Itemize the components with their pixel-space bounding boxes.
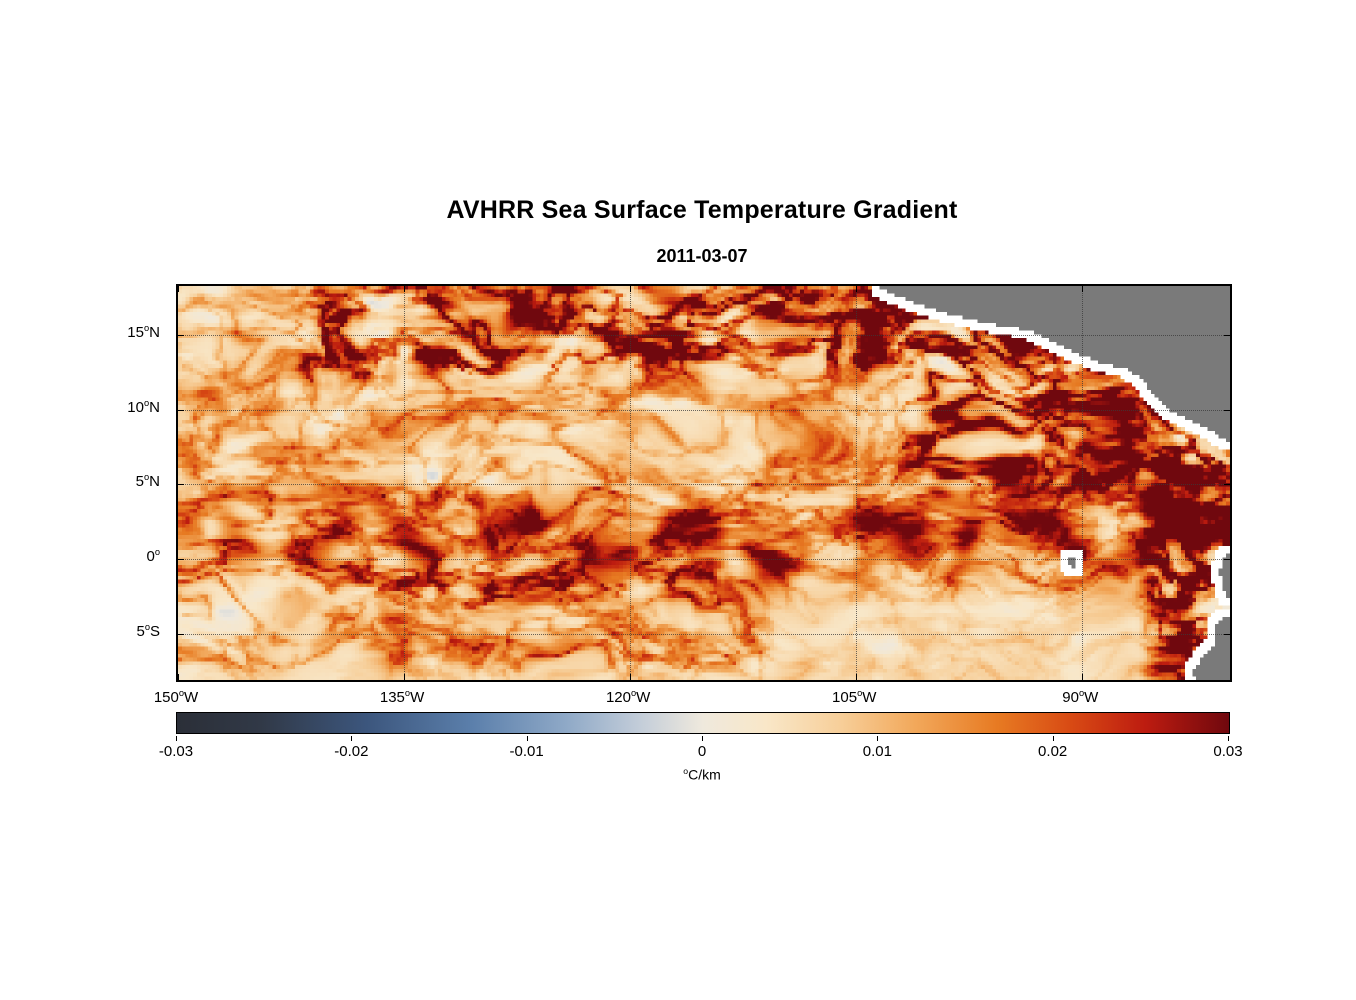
colorbar-tick-label: -0.02 [334, 743, 369, 760]
y-axis-tick-mark [1224, 484, 1230, 486]
y-axis-tick-mark [1224, 409, 1230, 411]
degree-symbol: o [154, 547, 160, 558]
x-axis-tick-mark [404, 674, 406, 680]
x-axis-labels: 150oW 135oW 120oW 105oW 90oW [154, 688, 1228, 712]
x-axis-tick-mark [856, 674, 858, 680]
degree-symbol: o [144, 621, 150, 632]
plot-date: 2011-03-07 [656, 246, 748, 266]
colorbar-tick-label: -0.01 [509, 743, 544, 760]
y-axis-tick-mark [178, 409, 184, 411]
colorbar-tick-mark [1228, 736, 1229, 741]
plot-title: AVHRR Sea Surface Temperature Gradient [446, 196, 958, 224]
y-tick-label: 15oN [127, 323, 160, 342]
x-tick-label: 150oW [153, 688, 199, 706]
map-plot-area [176, 284, 1232, 682]
x-axis-tick-mark [1082, 674, 1084, 680]
x-tick-label: 135oW [379, 688, 425, 706]
y-axis-tick-mark [178, 559, 184, 561]
degree-symbol: o [143, 397, 150, 408]
x-axis-tick-mark [630, 286, 632, 292]
degree-symbol: o [630, 688, 637, 698]
y-tick-label: 10oN [127, 397, 160, 416]
colorbar-tick-label: -0.03 [158, 743, 194, 760]
colorbar-tick-label: 0 [697, 743, 707, 760]
x-tick-label: 90oW [1062, 688, 1099, 706]
degree-symbol: o [1078, 688, 1085, 698]
sst-gradient-heatmap [178, 286, 1230, 680]
y-axis-tick-mark [178, 633, 184, 635]
colorbar-tick-label: 0.03 [1213, 743, 1243, 760]
degree-symbol: o [143, 323, 150, 334]
y-axis-tick-mark [178, 484, 184, 486]
colorbar-tick-mark [877, 736, 879, 741]
y-axis-tick-mark [178, 335, 184, 337]
colorbar-tick-mark [351, 736, 353, 741]
axis-tick-marks [178, 286, 1230, 680]
x-axis-tick-mark [630, 674, 632, 680]
y-axis-labels: 15oN 10oN 5oN 0o 5oS [0, 284, 170, 678]
x-axis-tick-mark [856, 286, 858, 292]
degree-symbol: o [143, 472, 150, 483]
x-axis-tick-mark [1082, 286, 1084, 292]
y-axis-tick-mark [1224, 335, 1230, 337]
y-tick-label: 5oS [136, 621, 160, 640]
x-axis-tick-mark [404, 286, 406, 292]
colorbar-tick-label: 0.02 [1038, 743, 1068, 760]
degree-symbol: o [404, 688, 411, 698]
degree-symbol: o [683, 766, 689, 776]
colorbar-unit-label: oC/km [683, 766, 721, 783]
colorbar-tick-mark [702, 736, 703, 741]
colorbar-tick-mark [176, 736, 177, 741]
colorbar-tick-label: 0.01 [862, 743, 892, 760]
colorbar [176, 712, 1230, 734]
x-tick-label: 105oW [832, 688, 877, 706]
y-axis-tick-mark [1224, 633, 1230, 635]
y-tick-label: 5oN [135, 472, 160, 491]
colorbar-tick-labels: -0.03 -0.02 -0.01 0 0.01 0.02 0.03 [159, 736, 1243, 764]
y-tick-label: 0o [146, 547, 160, 566]
colorbar-tick-mark [526, 736, 528, 741]
colorbar-tick-mark [1052, 736, 1054, 741]
degree-symbol: o [178, 688, 185, 698]
x-axis-tick-mark [178, 674, 179, 680]
x-axis-tick-mark [178, 286, 179, 292]
y-axis-tick-mark [1224, 559, 1230, 561]
x-tick-label: 120oW [605, 688, 651, 706]
degree-symbol: o [857, 688, 863, 698]
